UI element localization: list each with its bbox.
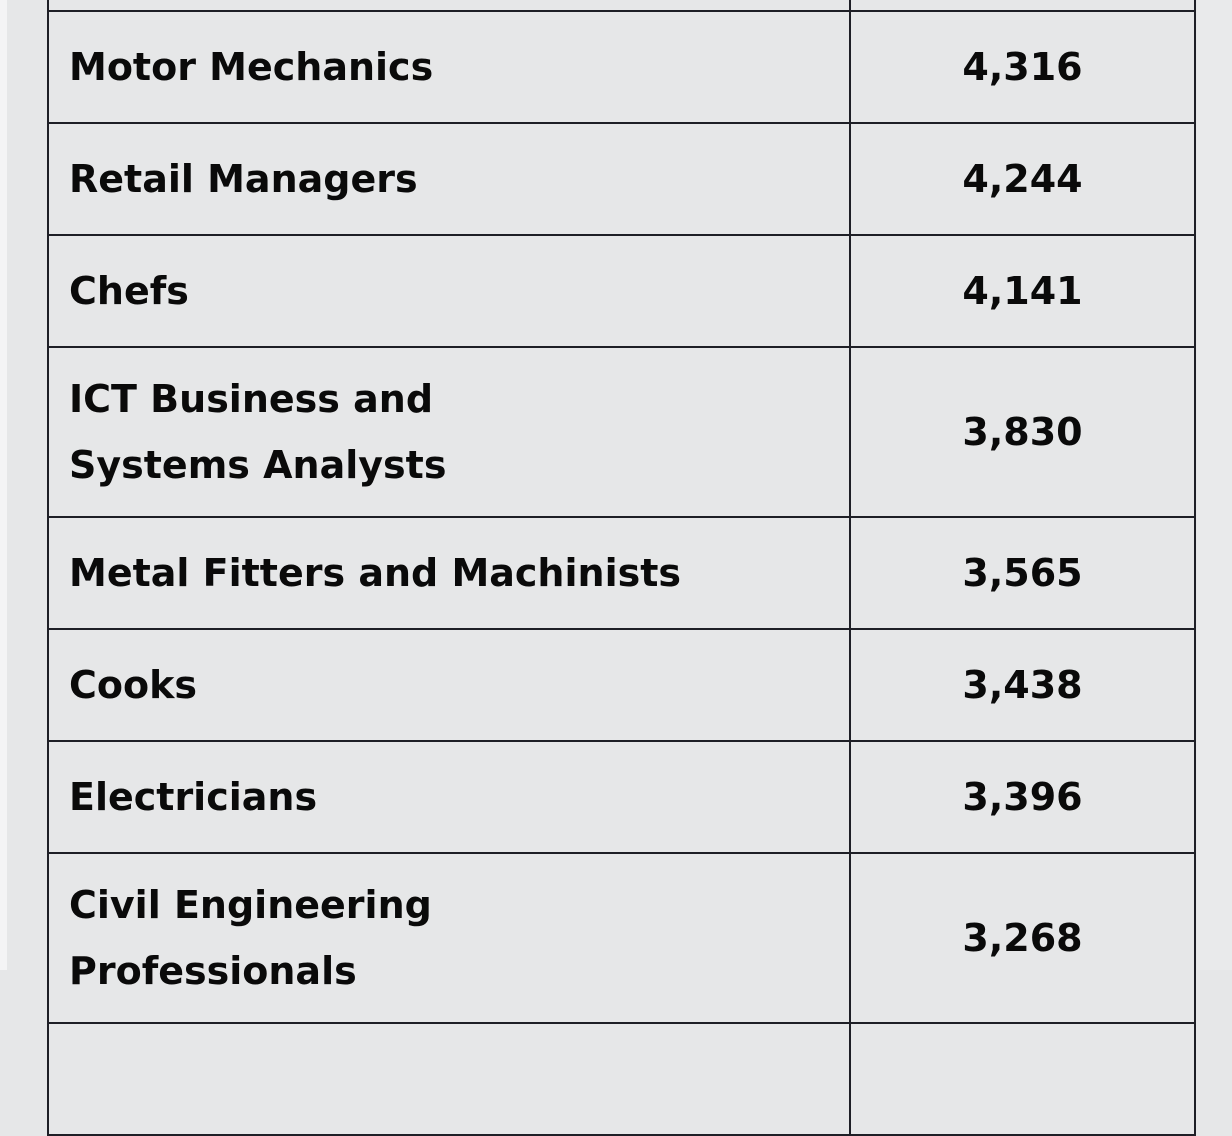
- occupation-cell: Electricians: [47, 740, 851, 854]
- count-cell: 3,830: [849, 346, 1196, 518]
- left-margin: [0, 0, 7, 970]
- table-row: Cooks 3,438: [47, 628, 1196, 742]
- occupation-cell: [47, 0, 851, 12]
- count-cell: [849, 1022, 1196, 1136]
- occupation-table: Motor Mechanics 4,316 Retail Managers 4,244…: [47, 0, 1196, 1136]
- count-cell: 4,244: [849, 122, 1196, 236]
- table-row: Chefs 4,141: [47, 234, 1196, 348]
- table-row: Retail Managers 4,244: [47, 122, 1196, 236]
- table-row: [47, 1022, 1196, 1136]
- count-cell: 3,268: [849, 852, 1196, 1024]
- occupation-cell: Chefs: [47, 234, 851, 348]
- occupation-cell: Metal Fitters and Machinists: [47, 516, 851, 630]
- count-cell: 3,438: [849, 628, 1196, 742]
- table-row: Metal Fitters and Machinists 3,565: [47, 516, 1196, 630]
- right-margin: [1197, 0, 1232, 970]
- count-cell: 3,565: [849, 516, 1196, 630]
- occupation-cell: [47, 1022, 851, 1136]
- table-row: Electricians 3,396: [47, 740, 1196, 854]
- count-cell: [849, 0, 1196, 12]
- occupation-cell: Motor Mechanics: [47, 10, 851, 124]
- table-row: [47, 0, 1196, 12]
- table-row: Motor Mechanics 4,316: [47, 10, 1196, 124]
- table-row: ICT Business and Systems Analysts 3,830: [47, 346, 1196, 518]
- count-cell: 3,396: [849, 740, 1196, 854]
- occupation-cell: Cooks: [47, 628, 851, 742]
- occupation-cell: Civil Engineering Professionals: [47, 852, 851, 1024]
- count-cell: 4,141: [849, 234, 1196, 348]
- occupation-cell: ICT Business and Systems Analysts: [47, 346, 851, 518]
- table-row: Civil Engineering Professionals 3,268: [47, 852, 1196, 1024]
- occupation-cell: Retail Managers: [47, 122, 851, 236]
- count-cell: 4,316: [849, 10, 1196, 124]
